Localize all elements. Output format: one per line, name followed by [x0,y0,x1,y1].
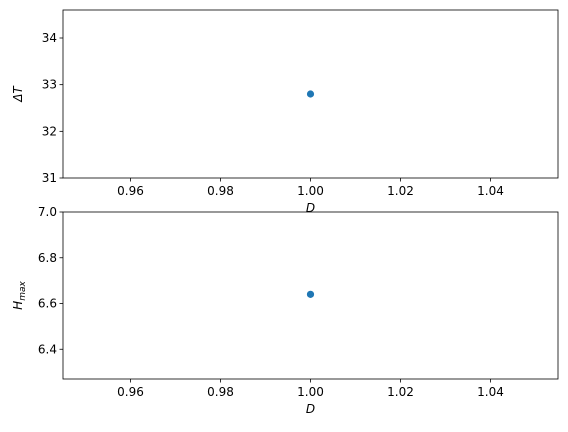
bottom-x-tick-label: 1.00 [297,385,324,399]
top-x-tick-label: 0.96 [117,184,144,198]
top-y-tick-label: 31 [42,171,57,185]
top-x-tick-label: 1.04 [477,184,504,198]
bottom-x-tick-label: 0.96 [117,385,144,399]
bottom-y-axis-label: Hmax [11,281,28,310]
top-y-axis-label: ΔT [11,85,25,103]
bottom-y-tick-label: 6.6 [38,297,57,311]
top-chart-panel: 0.96 0.98 1.00 1.02 1.04 31 32 33 34 D ΔT [11,9,559,215]
bottom-y-tick-label: 6.8 [38,251,57,265]
top-x-axis-label: D [306,201,315,215]
bottom-y-tick-label: 7.0 [38,205,57,219]
top-y-tick-label: 32 [42,124,57,138]
bottom-x-tick-label: 0.98 [207,385,234,399]
top-x-tick-label: 0.98 [207,184,234,198]
bottom-x-tick-label: 1.04 [477,385,504,399]
bottom-x-tick-label: 1.02 [387,385,414,399]
top-x-tick-label: 1.00 [297,184,324,198]
top-x-tick-label: 1.02 [387,184,414,198]
top-y-tick-label: 33 [42,78,57,92]
bottom-x-axis-label: D [306,402,315,416]
top-y-tick-label: 34 [42,31,57,45]
bottom-y-tick-label: 6.4 [38,342,57,356]
top-data-point [306,90,315,98]
bottom-chart-panel: 0.96 0.98 1.00 1.02 1.04 6.4 6.6 6.8 7.0 D Hmax [11,205,559,416]
bottom-data-point [306,290,315,298]
